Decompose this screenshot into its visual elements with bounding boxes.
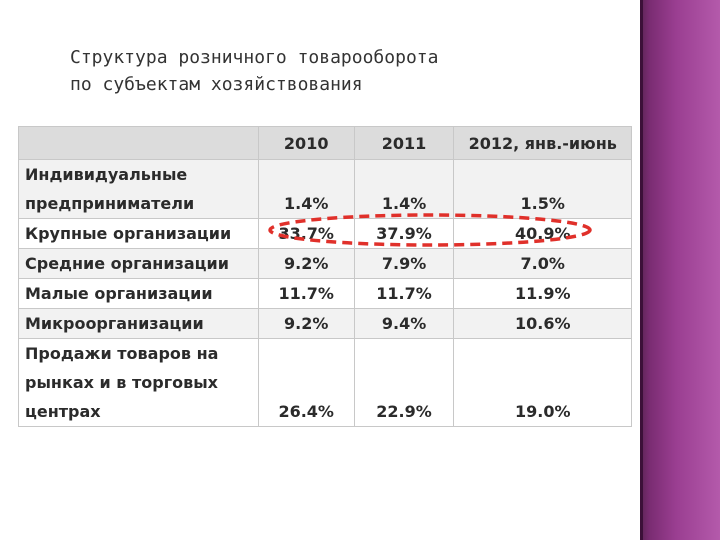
table-row: Микроорганизации 9.2% 9.4% 10.6% <box>18 308 632 339</box>
slide-title-line-2: по субъектам хозяйствования <box>70 74 363 95</box>
retail-structure-table-container: 2010 2011 2012, янв.-июнь Индивидуальные… <box>18 126 632 427</box>
table-row: Малые организации 11.7% 11.7% 11.9% <box>18 278 632 309</box>
table-row-highlighted: Крупные организации 33.7% 37.9% 40.9% <box>18 218 632 249</box>
value-cell: 33.7% <box>257 218 355 249</box>
value-cell: 1.5% <box>453 159 632 219</box>
value-cell: 7.0% <box>453 248 632 279</box>
value-cell: 22.9% <box>353 338 455 427</box>
slide-title: Структура розничного товарооборота по су… <box>70 44 438 98</box>
row-label: Малые организации <box>18 278 259 309</box>
row-label-line: Индивидуальные <box>25 165 188 184</box>
row-label-line: центрах <box>25 402 101 421</box>
row-label: Средние организации <box>18 248 259 279</box>
value-cell: 9.2% <box>257 248 355 279</box>
row-label: Микроорганизации <box>18 308 259 339</box>
value-cell: 37.9% <box>353 218 455 249</box>
value-cell: 40.9% <box>453 218 632 249</box>
value-cell: 11.9% <box>453 278 632 309</box>
value-cell: 1.4% <box>353 159 455 219</box>
slide-title-line-1: Структура розничного товарооборота <box>70 47 439 68</box>
row-label-line: предприниматели <box>25 194 195 213</box>
header-cell-2011: 2011 <box>353 126 455 160</box>
row-label-line: Продажи товаров на <box>25 344 219 363</box>
header-cell-2012: 2012, янв.-июнь <box>453 126 632 160</box>
row-label: Индивидуальные предприниматели <box>18 159 259 219</box>
header-cell-empty <box>18 126 259 160</box>
table-row: Индивидуальные предприниматели 1.4% 1.4%… <box>18 159 632 219</box>
table-header-row: 2010 2011 2012, янв.-июнь <box>18 126 632 160</box>
row-label: Крупные организации <box>18 218 259 249</box>
row-label: Продажи товаров на рынках и в торговых ц… <box>18 338 259 427</box>
value-cell: 7.9% <box>353 248 455 279</box>
decorative-side-band <box>640 0 720 540</box>
table-row: Средние организации 9.2% 7.9% 7.0% <box>18 248 632 279</box>
value-cell: 11.7% <box>353 278 455 309</box>
retail-structure-table: 2010 2011 2012, янв.-июнь Индивидуальные… <box>18 126 632 427</box>
value-cell: 19.0% <box>453 338 632 427</box>
row-label-line: рынках и в торговых <box>25 373 218 392</box>
value-cell: 26.4% <box>257 338 355 427</box>
header-cell-2010: 2010 <box>257 126 355 160</box>
value-cell: 9.4% <box>353 308 455 339</box>
value-cell: 10.6% <box>453 308 632 339</box>
value-cell: 11.7% <box>257 278 355 309</box>
value-cell: 1.4% <box>257 159 355 219</box>
value-cell: 9.2% <box>257 308 355 339</box>
table-row: Продажи товаров на рынках и в торговых ц… <box>18 338 632 427</box>
